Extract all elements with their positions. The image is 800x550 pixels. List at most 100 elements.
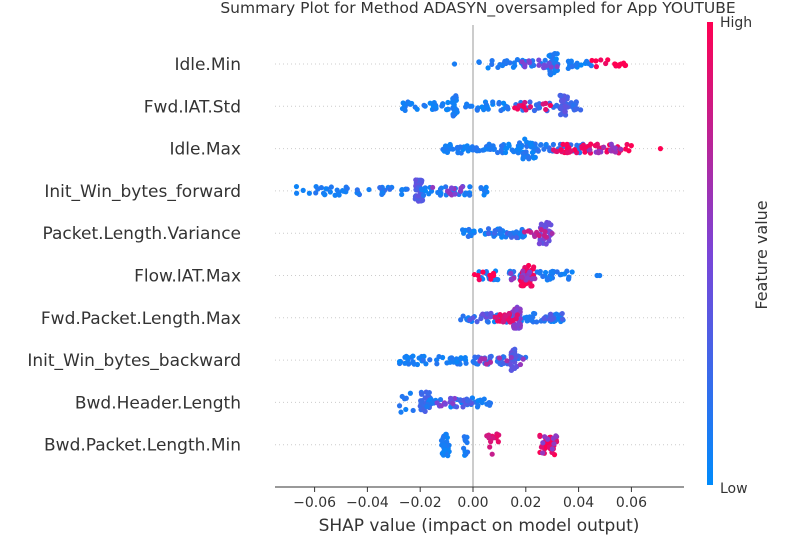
- shap-point: [486, 435, 492, 441]
- shap-point: [624, 141, 630, 148]
- shap-point: [396, 403, 403, 409]
- shap-point: [471, 271, 478, 278]
- shap-point: [616, 63, 622, 69]
- shap-point: [543, 241, 549, 247]
- shap-point: [462, 438, 468, 444]
- feature-label: Fwd.Packet.Length.Max: [41, 309, 241, 329]
- shap-point: [500, 319, 506, 325]
- shap-point: [442, 442, 448, 449]
- shap-point: [557, 92, 563, 99]
- shap-point: [508, 270, 514, 277]
- shap-point: [497, 361, 503, 367]
- shap-point: [514, 56, 521, 63]
- shap-point: [420, 357, 426, 363]
- shap-point: [429, 400, 435, 406]
- shap-point: [553, 56, 559, 62]
- shap-point: [487, 314, 493, 320]
- shap-point: [492, 314, 498, 320]
- shap-point: [471, 359, 477, 366]
- shap-point: [541, 315, 547, 322]
- shap-point: [552, 50, 558, 57]
- shap-point: [558, 147, 564, 153]
- shap-point: [467, 184, 473, 190]
- shap-point: [512, 346, 518, 352]
- shap-point: [415, 193, 421, 199]
- shap-point: [603, 60, 609, 67]
- shap-point: [569, 64, 575, 70]
- shap-point: [521, 154, 527, 161]
- shap-point: [465, 233, 471, 239]
- shap-point: [444, 149, 451, 156]
- shap-point: [414, 106, 420, 112]
- shap-point: [527, 142, 533, 148]
- shap-point: [340, 188, 346, 194]
- shap-point: [450, 113, 456, 119]
- shap-point: [507, 361, 513, 367]
- shap-point: [588, 141, 594, 147]
- shap-point: [527, 104, 534, 110]
- shap-point: [569, 269, 575, 275]
- shap-point: [402, 354, 408, 360]
- shap-point: [508, 354, 514, 361]
- shap-point: [328, 184, 334, 190]
- shap-point: [516, 103, 522, 109]
- shap-point: [527, 99, 533, 105]
- shap-point: [440, 449, 446, 456]
- shap-point: [620, 60, 627, 67]
- shap-point: [594, 272, 600, 279]
- x-tick-label: −0.04: [346, 495, 389, 511]
- feature-label: Idle.Min: [174, 55, 241, 75]
- shap-point: [483, 103, 489, 109]
- shap-point: [503, 313, 509, 319]
- shap-point: [413, 177, 419, 183]
- shap-point: [434, 400, 440, 406]
- shap-point: [418, 186, 425, 192]
- shap-point: [439, 103, 445, 109]
- shap-point: [479, 104, 485, 110]
- shap-point: [525, 228, 531, 234]
- colorbar-low-label: Low: [720, 481, 748, 497]
- shap-point: [541, 232, 548, 239]
- shap-points: [293, 50, 664, 459]
- shap-point: [536, 57, 542, 63]
- shap-point: [510, 317, 516, 323]
- shap-point: [476, 277, 482, 283]
- shap-point: [293, 183, 300, 190]
- feature-label: Flow.IAT.Max: [134, 267, 241, 287]
- shap-point: [487, 354, 493, 360]
- x-tick-label: −0.02: [399, 495, 442, 511]
- shap-point: [531, 264, 537, 270]
- feature-label: Idle.Max: [169, 140, 241, 160]
- shap-point: [612, 61, 618, 67]
- shap-point: [543, 141, 549, 148]
- shap-point: [561, 271, 568, 277]
- shap-point: [300, 187, 306, 193]
- shap-point: [546, 60, 552, 66]
- shap-point: [480, 311, 486, 317]
- shap-point: [526, 58, 532, 64]
- shap-point: [411, 361, 417, 367]
- shap-point: [401, 396, 408, 402]
- shap-point: [447, 359, 453, 365]
- shap-point: [521, 104, 527, 110]
- shap-point: [445, 99, 451, 106]
- shap-point: [498, 143, 505, 149]
- shap-point: [504, 145, 510, 151]
- shap-point: [626, 148, 632, 154]
- shap-point: [442, 401, 448, 407]
- shap-point: [548, 316, 555, 323]
- shap-point: [449, 355, 455, 361]
- shap-point: [379, 189, 385, 196]
- shap-point: [489, 451, 495, 457]
- shap-point: [578, 62, 584, 68]
- shap-point: [511, 149, 517, 155]
- shap-point: [587, 147, 593, 153]
- shap-point: [402, 360, 408, 366]
- shap-point: [424, 404, 430, 410]
- colorbar-high-label: High: [720, 15, 752, 31]
- shap-point: [462, 354, 468, 361]
- shap-point: [478, 185, 484, 192]
- shap-point: [438, 437, 445, 444]
- shap-point: [513, 229, 519, 235]
- shap-point: [437, 397, 444, 403]
